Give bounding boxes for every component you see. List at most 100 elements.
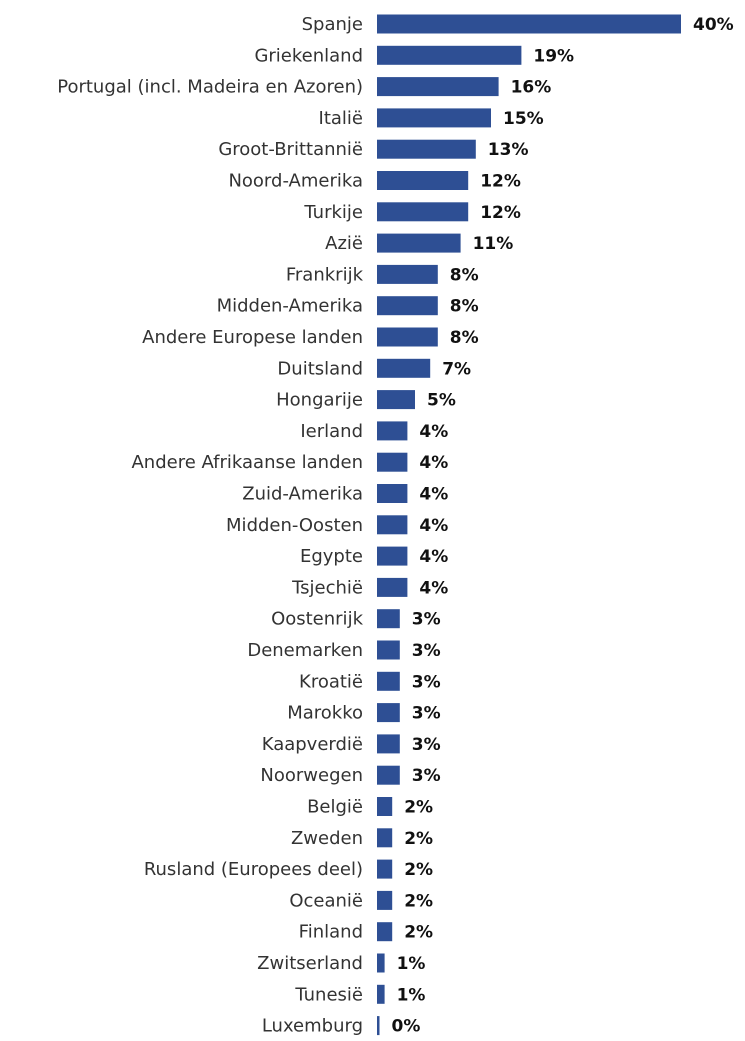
category-label: Turkije <box>303 202 363 223</box>
value-label: 15% <box>503 109 544 129</box>
category-label: Groot-Brittannië <box>218 139 363 160</box>
value-label: 2% <box>404 798 433 818</box>
bar <box>377 577 408 597</box>
value-label: 4% <box>419 578 448 598</box>
category-label: Tsjechië <box>291 577 363 598</box>
category-label: Marokko <box>287 703 363 724</box>
value-label: 13% <box>488 140 529 160</box>
value-label: 2% <box>404 891 433 911</box>
bar <box>377 1016 380 1036</box>
value-label: 8% <box>450 297 479 317</box>
category-label: Italië <box>319 108 363 129</box>
bar <box>377 859 393 879</box>
value-label: 4% <box>419 516 448 536</box>
bar <box>377 546 408 566</box>
bar <box>377 171 469 190</box>
value-label: 8% <box>450 265 479 285</box>
bar <box>377 452 408 472</box>
category-label: Luxemburg <box>262 1016 363 1037</box>
bar <box>377 703 400 723</box>
category-label: Oceanië <box>289 890 363 911</box>
category-label: Frankrijk <box>286 264 364 285</box>
bar <box>377 609 400 629</box>
bar <box>377 828 393 848</box>
bar <box>377 296 438 316</box>
value-label: 1% <box>397 985 426 1005</box>
bar <box>377 765 400 785</box>
category-label: Griekenland <box>254 45 363 66</box>
value-label: 4% <box>419 485 448 505</box>
category-label: Midden-Oosten <box>226 515 363 536</box>
bar <box>377 45 522 65</box>
value-label: 5% <box>427 391 456 411</box>
category-label: Denemarken <box>247 640 363 661</box>
bar <box>377 922 393 942</box>
value-label: 7% <box>442 359 471 379</box>
bar <box>377 264 438 284</box>
category-label: Kaapverdië <box>262 734 363 755</box>
bar <box>377 797 393 816</box>
category-label: Oostenrijk <box>271 609 364 630</box>
bar <box>377 671 400 691</box>
category-label: Ierland <box>300 421 363 442</box>
category-label: Portugal (incl. Madeira en Azoren) <box>57 77 363 98</box>
category-labels: Spanje Griekenland Portugal (incl. Madeira… <box>57 14 363 1037</box>
value-label: 3% <box>412 704 441 724</box>
value-label: 12% <box>480 172 521 192</box>
bar <box>377 890 393 910</box>
category-label: Noord-Amerika <box>228 171 363 192</box>
bar <box>377 640 400 660</box>
bar <box>377 390 415 410</box>
category-label: Hongarije <box>276 390 363 411</box>
value-label: 3% <box>412 735 441 755</box>
value-label: 4% <box>419 453 448 473</box>
value-label: 1% <box>397 954 426 974</box>
category-label: Rusland (Europees deel) <box>144 859 363 880</box>
value-label: 11% <box>473 234 514 254</box>
category-label: Zuid-Amerika <box>242 484 363 505</box>
bar <box>377 14 681 34</box>
value-label: 4% <box>419 422 448 442</box>
category-label: Azië <box>325 233 363 254</box>
value-labels: 40% 19% 16% 15% 13% 12% 12% 11% 8% 8% 8% 7% 5% 4% 4% 4%… <box>392 15 734 1037</box>
category-label: Finland <box>299 922 363 943</box>
bar <box>377 327 438 347</box>
value-label: 3% <box>412 610 441 630</box>
value-label: 8% <box>450 328 479 348</box>
value-label: 2% <box>404 860 433 880</box>
value-label: 2% <box>404 923 433 943</box>
value-label: 19% <box>533 46 574 66</box>
bar <box>377 515 408 535</box>
bar <box>377 202 469 222</box>
category-label: Midden-Amerika <box>217 296 363 317</box>
value-label: 2% <box>404 829 433 849</box>
value-label: 4% <box>419 547 448 567</box>
category-label: Zweden <box>291 828 363 849</box>
bar <box>377 484 408 503</box>
value-label: 0% <box>392 1017 421 1037</box>
bar <box>377 953 385 973</box>
category-label: Tunesië <box>294 984 363 1005</box>
category-label: Noorwegen <box>260 765 363 786</box>
category-label: Andere Afrikaanse landen <box>131 452 363 473</box>
category-label: Andere Europese landen <box>142 327 363 348</box>
value-label: 3% <box>412 672 441 692</box>
category-label: Egypte <box>300 546 363 567</box>
value-label: 3% <box>412 766 441 786</box>
bar <box>377 233 461 253</box>
bar <box>377 139 476 159</box>
category-label: Spanje <box>302 14 363 35</box>
value-label: 12% <box>480 203 521 223</box>
category-label: Kroatië <box>299 671 363 692</box>
value-label: 16% <box>511 78 552 98</box>
bar <box>377 734 400 754</box>
category-label: België <box>307 797 363 818</box>
bar <box>377 984 385 1004</box>
bar <box>377 77 499 97</box>
category-label: Duitsland <box>277 358 363 379</box>
bars <box>377 14 681 1036</box>
value-label: 3% <box>412 641 441 661</box>
bar <box>377 421 408 441</box>
bar <box>377 108 491 128</box>
